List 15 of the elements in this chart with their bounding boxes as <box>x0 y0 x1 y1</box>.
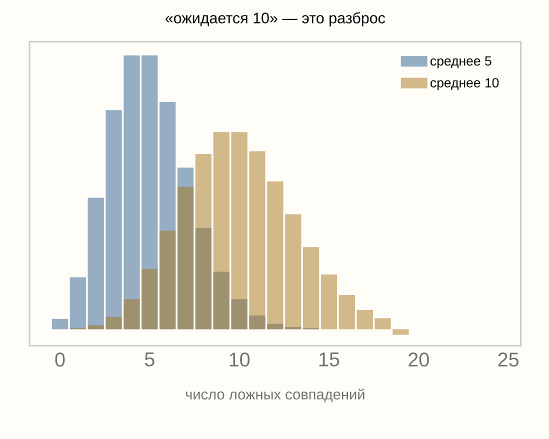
x-tick-label: 25 <box>498 352 519 367</box>
x-tick-label: 15 <box>319 352 340 366</box>
chart-title: «ожидается 10» — это разброс <box>166 12 386 26</box>
bar <box>70 277 86 330</box>
bar <box>213 272 230 330</box>
bar <box>195 228 212 330</box>
bar <box>52 318 68 330</box>
x-axis-title: число ложных совпадений <box>186 388 364 402</box>
x-tick-label: 10 <box>230 352 250 367</box>
bar <box>160 102 176 330</box>
legend-label: среднее 10 <box>430 78 499 90</box>
legend-label: среднее 5 <box>430 56 492 68</box>
x-tick-label: 0 <box>55 352 65 367</box>
x-tick-label: 20 <box>408 352 429 367</box>
x-tick-label: 5 <box>144 352 154 366</box>
